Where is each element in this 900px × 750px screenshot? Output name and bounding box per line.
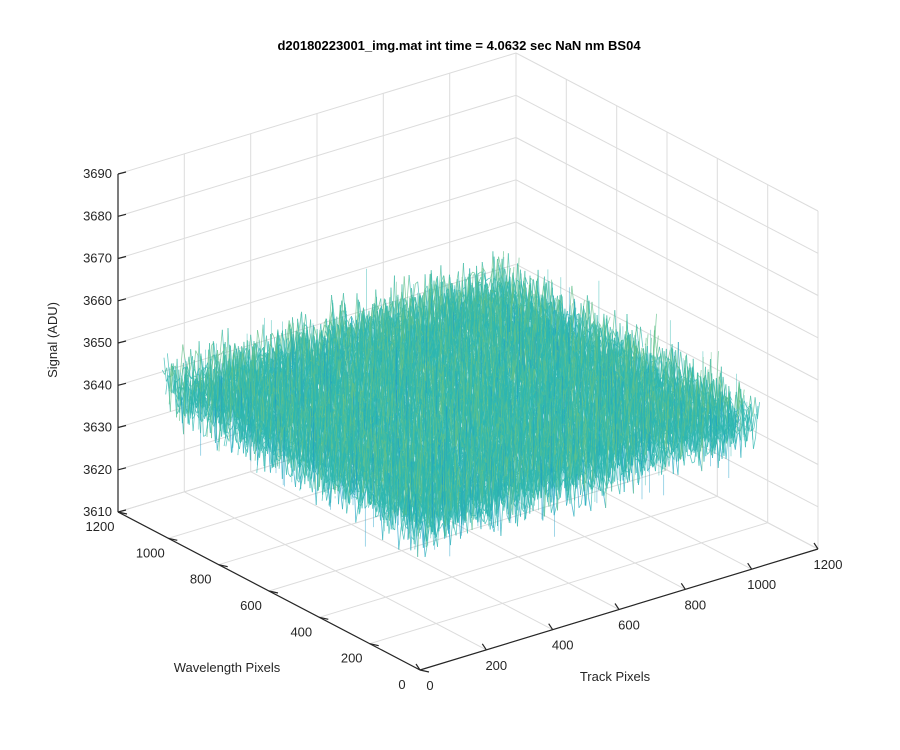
surface-segment [167, 374, 171, 412]
surface-segment [356, 313, 360, 321]
surface-segment [490, 268, 494, 279]
floor-grid-line [319, 495, 718, 618]
surface-segment [427, 274, 431, 301]
surface-segment [382, 299, 386, 306]
surface-segment [220, 350, 224, 355]
surface-segment [257, 330, 261, 343]
surface-segment [286, 320, 290, 341]
surface-segment [172, 369, 176, 377]
surface-segment [493, 256, 497, 297]
surface-segment [177, 392, 181, 408]
surface-segment [325, 325, 329, 337]
surface-segment [279, 332, 283, 346]
surface-segment [323, 318, 327, 323]
surface-segment [170, 363, 174, 392]
surface-segment [492, 251, 496, 293]
wall-grid-line [515, 221, 819, 381]
wall-grid-line [117, 94, 517, 217]
surface-segment [406, 274, 410, 306]
surface-segment [466, 273, 470, 297]
surface-segment [161, 369, 165, 375]
floor-grid-line [369, 522, 768, 645]
surface-segment [434, 275, 438, 285]
surface-segment [211, 354, 215, 368]
surface-segment [182, 344, 186, 360]
surface-segment [172, 363, 176, 386]
surface-segment [488, 278, 492, 288]
surface-segment [271, 332, 275, 339]
wall-grid-line [117, 221, 517, 344]
surface-segment [180, 344, 184, 373]
surface-segment [234, 343, 238, 354]
surface-segment [478, 276, 482, 282]
surface-segment [173, 380, 177, 418]
surface-segment [485, 278, 489, 281]
surface-segment [296, 332, 300, 347]
surface-segment [189, 375, 193, 379]
surface-segment [189, 356, 193, 371]
surface-segment [433, 284, 437, 310]
surface-segment [351, 317, 355, 325]
surface-segment [390, 302, 394, 317]
surface-segment [498, 256, 502, 268]
surface-segment [168, 365, 172, 405]
surface-segment [165, 374, 169, 395]
surface-segment [348, 315, 352, 321]
surface-segment [219, 329, 223, 355]
surface-segment [415, 281, 418, 285]
surface-segment [187, 366, 190, 376]
surface-segment [469, 271, 473, 277]
surface-segment [403, 276, 407, 309]
surface-segment [455, 271, 459, 286]
surface-segment [169, 377, 173, 394]
surface-segment [313, 326, 317, 337]
wall-grid-line [515, 263, 819, 423]
surface-segment [163, 357, 167, 382]
surface-segment [213, 354, 217, 366]
surface-segment [337, 304, 341, 341]
surface-segment [176, 369, 180, 418]
surface-segment [388, 303, 392, 307]
surface-segment [465, 276, 469, 283]
surface-segment [212, 341, 216, 386]
surface-segment [253, 343, 256, 346]
surface-segment [190, 349, 194, 380]
surface-segment [198, 353, 202, 386]
surface-segment [288, 320, 292, 329]
surface-segment [376, 305, 380, 310]
surface-segment [424, 312, 428, 320]
surface-segment [260, 324, 264, 351]
surface-segment [482, 267, 486, 272]
surface-segment [177, 372, 181, 400]
surface-segment [171, 384, 175, 394]
surface-segment [195, 350, 199, 356]
surface-segment [197, 367, 201, 373]
surface-segment [175, 398, 179, 408]
surface-segment [398, 297, 402, 305]
surface-mesh [161, 251, 760, 558]
wall-grid-line [117, 137, 517, 259]
surface-segment [472, 271, 475, 274]
wall-grid-line [515, 137, 819, 296]
surface-segment [488, 277, 491, 279]
surface-segment [308, 319, 311, 343]
surface-segment [530, 277, 534, 281]
wall-grid-line [117, 179, 517, 302]
wall-grid-line [515, 94, 819, 254]
wall-grid-line [117, 52, 517, 175]
surface-segment [432, 284, 436, 295]
surface-segment [329, 320, 333, 327]
wall-grid-line [515, 179, 819, 339]
surface-segment [188, 349, 192, 380]
surface-segment [176, 408, 180, 415]
surface-segment [378, 298, 382, 308]
wall-grid-line [515, 52, 819, 212]
